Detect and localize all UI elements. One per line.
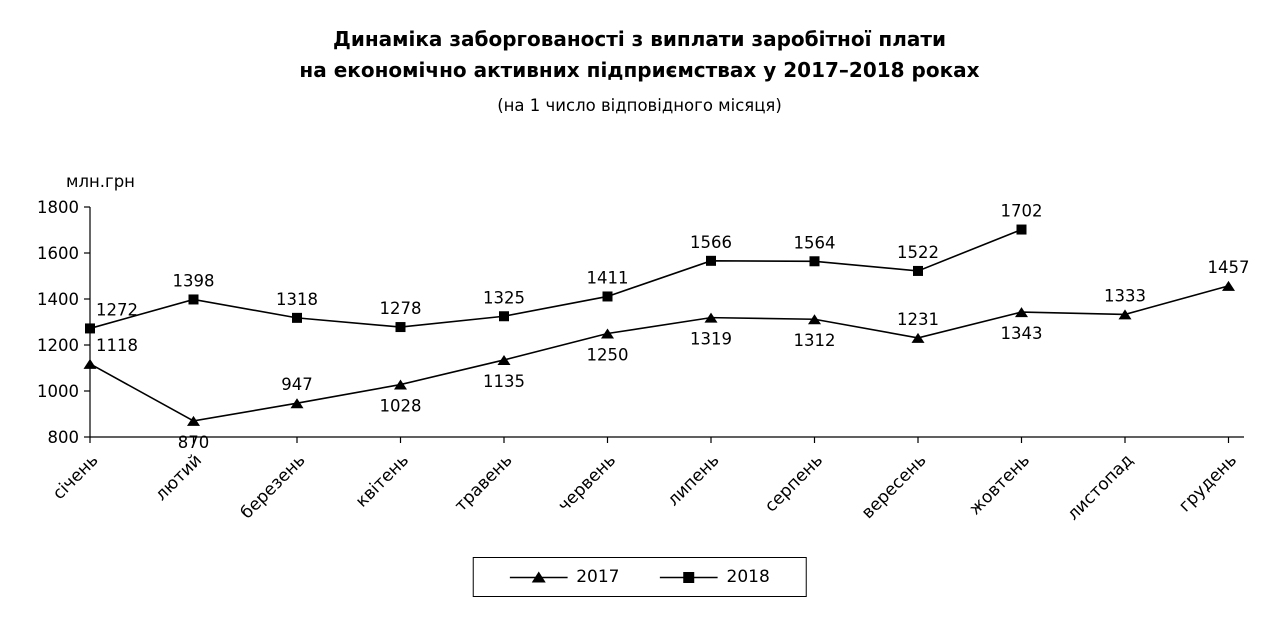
data-label: 1398 [173, 271, 215, 290]
svg-text:травень: травень [451, 450, 517, 516]
marker-triangle [1118, 309, 1132, 320]
marker-triangle [1222, 280, 1235, 291]
marker-triangle [394, 379, 407, 390]
data-label: 1319 [690, 330, 732, 349]
marker-square [706, 255, 716, 266]
data-label: 1325 [483, 288, 525, 307]
data-label: 1318 [276, 290, 318, 309]
svg-text:800: 800 [48, 428, 80, 447]
marker-square [85, 323, 95, 334]
data-label: 870 [178, 433, 210, 452]
svg-text:1000: 1000 [37, 382, 79, 401]
data-label: 1231 [897, 310, 939, 329]
data-label: 1312 [794, 331, 836, 350]
marker-square [809, 256, 820, 267]
chart-legend: 2017 2018 [472, 557, 807, 597]
data-label: 1333 [1104, 286, 1146, 305]
marker-square [499, 311, 509, 322]
y-axis-unit-label: млн.грн [66, 172, 135, 191]
marker-square [602, 291, 613, 302]
legend-item-2017: 2017 [509, 567, 620, 587]
marker-triangle [497, 354, 511, 365]
svg-text:квітень: квітень [352, 450, 413, 511]
svg-text:березень: березень [237, 450, 310, 523]
data-label: 1702 [1001, 202, 1043, 221]
svg-text:жовтень: жовтень [965, 450, 1034, 519]
svg-text:липень: липень [664, 450, 724, 510]
marker-triangle [911, 332, 925, 343]
data-label: 1278 [380, 299, 422, 318]
data-label: 1566 [690, 233, 732, 252]
chart-subtitle: (на 1 число відповідного місяця) [497, 96, 782, 115]
series-2017: 1118 870 947 1028 1135 1250 1319 1312 1231 1343 13… [83, 258, 1250, 452]
svg-text:серпень: серпень [761, 450, 827, 516]
marker-square [1016, 224, 1027, 235]
data-label: 1028 [380, 397, 422, 416]
series-2018: 1272 1398 1318 1278 1325 1411 1566 1564 1522 1702 [85, 202, 1043, 334]
marker-square [395, 322, 406, 333]
svg-text:1200: 1200 [37, 336, 79, 355]
data-label: 1457 [1208, 258, 1250, 277]
marker-square [292, 312, 302, 323]
svg-text:грудень: грудень [1175, 450, 1241, 516]
y-axis-labels: 800 1000 1200 1400 1600 1800 млн.грн [37, 172, 135, 447]
data-label: 1250 [587, 346, 629, 365]
svg-text:1600: 1600 [37, 244, 79, 263]
legend-marker-2018-square-icon [659, 572, 718, 583]
data-label: 1411 [587, 268, 629, 287]
marker-triangle [187, 415, 200, 426]
axes [84, 206, 1244, 443]
legend-item-2018: 2018 [659, 567, 770, 587]
x-axis-labels: січень лютий березень квітень травень червень… [49, 450, 1241, 524]
legend-label-2018: 2018 [726, 567, 770, 587]
data-label: 1522 [897, 243, 939, 262]
data-label: 1343 [1001, 324, 1043, 343]
svg-text:1800: 1800 [37, 198, 79, 217]
chart-title-line-1: Динаміка заборгованості з виплати заробі… [333, 27, 946, 51]
svg-text:1400: 1400 [37, 290, 79, 309]
data-label: 1564 [794, 233, 836, 252]
marker-square [188, 294, 199, 305]
marker-triangle [808, 314, 821, 325]
chart-title-block: Динаміка заборгованості з виплати заробі… [0, 24, 1279, 120]
data-label: 947 [281, 375, 313, 394]
svg-text:лютий: лютий [151, 450, 206, 505]
marker-triangle [83, 358, 97, 369]
marker-square [913, 265, 923, 276]
legend-label-2017: 2017 [576, 567, 620, 587]
svg-text:січень: січень [49, 450, 103, 504]
svg-text:вересень: вересень [858, 450, 931, 523]
svg-text:листопад: листопад [1063, 450, 1137, 524]
legend-marker-2017-triangle-icon [509, 571, 568, 583]
data-label: 1272 [96, 300, 138, 319]
marker-triangle [601, 328, 614, 339]
data-label: 1135 [483, 372, 525, 391]
marker-triangle [290, 398, 304, 409]
marker-triangle [704, 312, 718, 323]
svg-text:червень: червень [554, 450, 620, 516]
marker-triangle [1015, 307, 1028, 318]
chart-title-line-2: на економічно активних підприємствах у 2… [299, 58, 980, 82]
data-label: 1118 [96, 336, 138, 355]
